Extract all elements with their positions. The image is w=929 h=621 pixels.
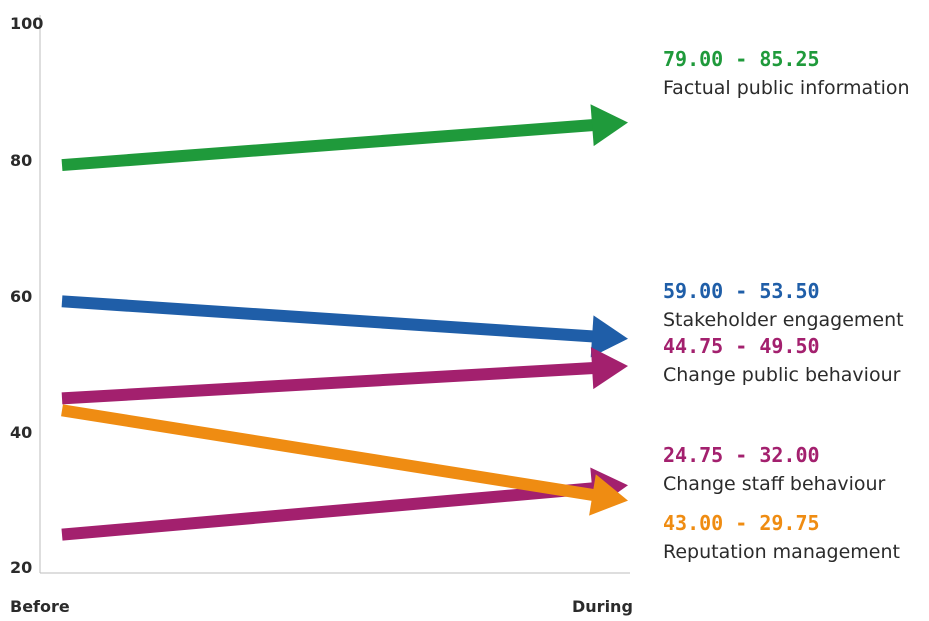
arrow-head [590,347,628,390]
y-tick-label: 100 [10,14,43,33]
arrow-head [590,104,628,147]
series-range-label: 44.75 - 49.50 [663,334,820,358]
arrow-head [589,474,628,516]
series-arrow [61,347,628,405]
series-arrow [61,295,628,358]
y-tick-label: 80 [10,151,32,170]
series-line [61,404,596,502]
series-line [61,295,595,343]
x-tick-before: Before [10,597,70,616]
x-tick-during: During [572,597,633,616]
label-layer: 79.00 - 85.25 Factual public information 5… [663,47,910,563]
series-range-label: 24.75 - 32.00 [663,443,820,467]
y-tick-label: 20 [10,558,32,577]
series-line [61,361,595,405]
series-name-label: Change public behaviour [663,364,901,386]
series-layer [61,104,628,541]
axes: 100 80 60 40 20 Before During [10,14,633,616]
series-line [61,119,595,172]
y-tick-label: 60 [10,287,32,306]
series-line [61,482,595,541]
series-range-label: 59.00 - 53.50 [663,279,820,303]
series-name-label: Change staff behaviour [663,473,886,495]
series-name-label: Factual public information [663,77,910,99]
series-range-label: 43.00 - 29.75 [663,511,820,535]
y-tick-label: 40 [10,423,32,442]
arrow-head [590,315,628,358]
series-arrow [61,467,628,541]
series-arrow [61,404,628,516]
series-arrow [61,104,628,172]
series-name-label: Stakeholder engagement [663,309,904,331]
series-name-label: Reputation management [663,541,900,563]
series-range-label: 79.00 - 85.25 [663,47,820,71]
